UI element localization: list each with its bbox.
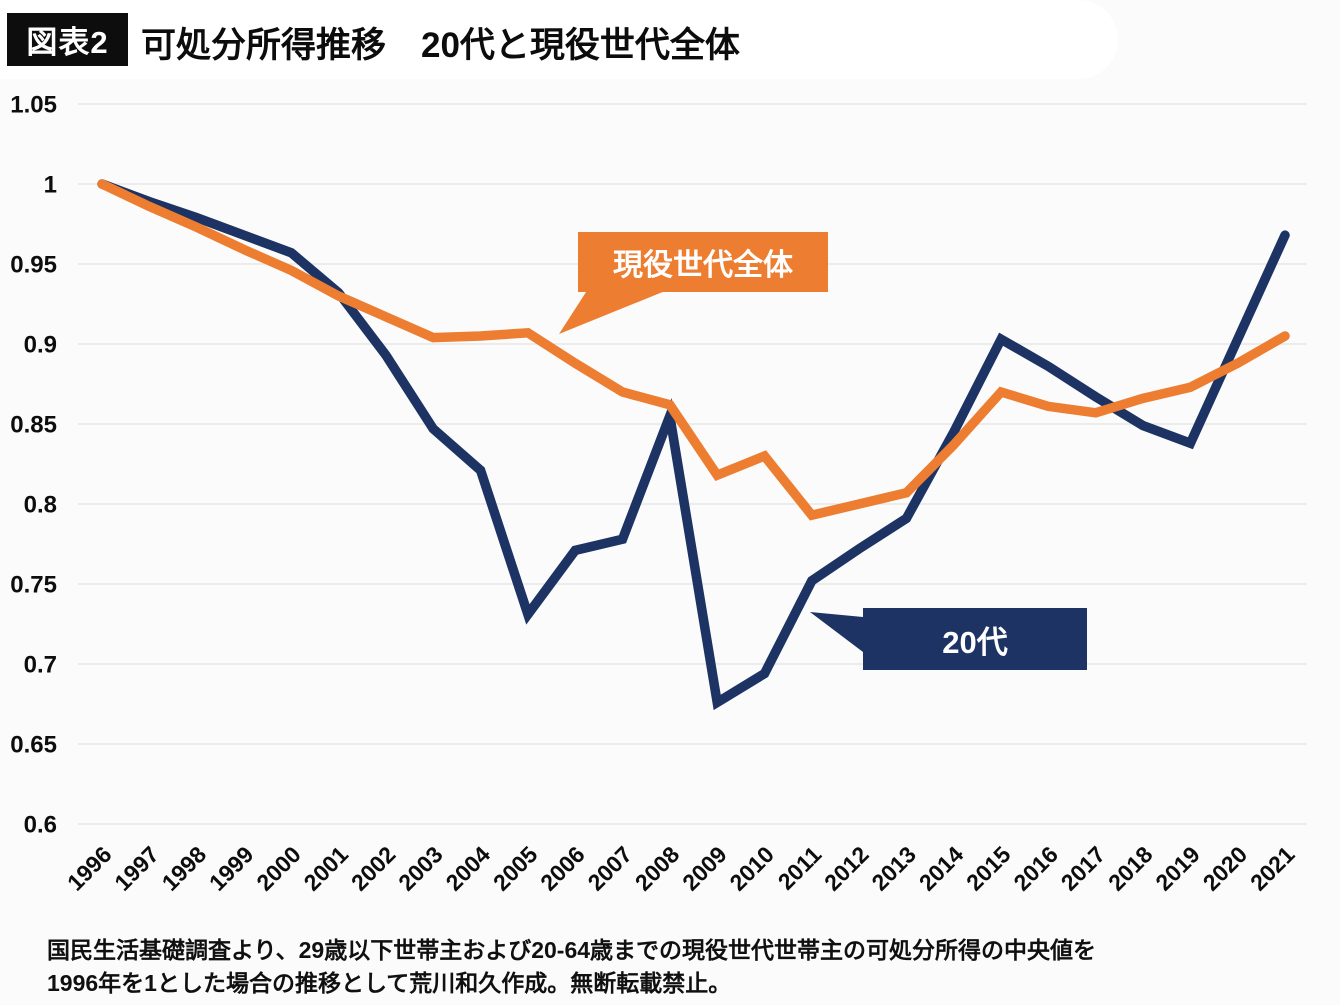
x-tick-label-2018: 2018 (1103, 841, 1158, 896)
x-tick-label-2010: 2010 (724, 841, 779, 896)
x-tick-label-2009: 2009 (677, 841, 732, 896)
x-tick-label-2004: 2004 (441, 841, 496, 896)
callout-label-zengen-sedai: 現役世代全体 (578, 232, 828, 292)
x-tick-label-2019: 2019 (1150, 841, 1205, 896)
source-note: 国民生活基礎調査より、29歳以下世帯主および20-64歳までの現役世代世帯主の可… (47, 934, 1307, 1000)
y-tick-label-1.05: 1.05 (10, 92, 57, 119)
series-lines (97, 179, 1290, 711)
x-tick-label-2017: 2017 (1056, 841, 1111, 896)
page-title: 可処分所得推移 20代と現役世代全体 (141, 26, 740, 65)
callout-label-20dai: 20代 (863, 608, 1087, 670)
x-tick-label-2015: 2015 (961, 841, 1016, 896)
x-tick-label-2003: 2003 (393, 841, 448, 896)
figure-number-badge: 図表2 (7, 13, 128, 66)
callout-pointer-20dai (810, 612, 863, 652)
x-tick-label-2006: 2006 (535, 841, 590, 896)
x-tick-label-2014: 2014 (914, 841, 969, 896)
x-tick-label-2000: 2000 (251, 841, 306, 896)
title-highlight-band (0, 0, 1118, 79)
y-tick-label-0.6: 0.6 (24, 812, 57, 839)
y-tick-label-0.75: 0.75 (10, 572, 57, 599)
x-tick-label-2005: 2005 (488, 841, 543, 896)
y-tick-label-1: 1 (44, 172, 57, 199)
x-tick-label-2021: 2021 (1245, 841, 1300, 896)
source-note-line2: 1996年を1とした場合の推移として荒川和久作成。無断転載禁止。 (47, 970, 732, 996)
x-tick-label-1999: 1999 (204, 841, 259, 896)
x-tick-label-1998: 1998 (157, 841, 212, 896)
x-tick-label-2007: 2007 (582, 841, 637, 896)
x-tick-label-2012: 2012 (819, 841, 874, 896)
y-tick-label-0.7: 0.7 (24, 652, 57, 679)
x-axis-labels: 1996199719981999200020012002200320042005… (62, 841, 1300, 896)
gridlines (78, 103, 1307, 825)
y-tick-label-0.85: 0.85 (10, 412, 57, 439)
series-line-現役世代全体 (97, 179, 1290, 521)
x-tick-label-2013: 2013 (866, 841, 921, 896)
y-tick-label-0.8: 0.8 (24, 492, 57, 519)
series-line-20代 (97, 179, 1290, 711)
source-note-line1: 国民生活基礎調査より、29歳以下世帯主および20-64歳までの現役世代世帯主の可… (47, 937, 1097, 963)
x-tick-label-2011: 2011 (773, 841, 827, 895)
y-tick-label-0.95: 0.95 (10, 252, 57, 279)
callout-pointer-zengen-sedai (559, 289, 670, 334)
x-tick-label-1996: 1996 (62, 841, 117, 896)
x-tick-label-2001: 2001 (299, 841, 354, 896)
x-tick-label-2002: 2002 (346, 841, 401, 896)
y-tick-label-0.65: 0.65 (10, 732, 57, 759)
x-tick-label-2016: 2016 (1008, 841, 1063, 896)
x-tick-label-2020: 2020 (1198, 841, 1253, 896)
y-axis-labels: 1.05 1 0.95 0.9 0.85 0.8 0.75 0.7 0.65 0.6 (10, 92, 57, 839)
x-tick-label-1997: 1997 (109, 841, 164, 896)
y-tick-label-0.9: 0.9 (24, 332, 57, 359)
x-tick-label-2008: 2008 (630, 841, 685, 896)
